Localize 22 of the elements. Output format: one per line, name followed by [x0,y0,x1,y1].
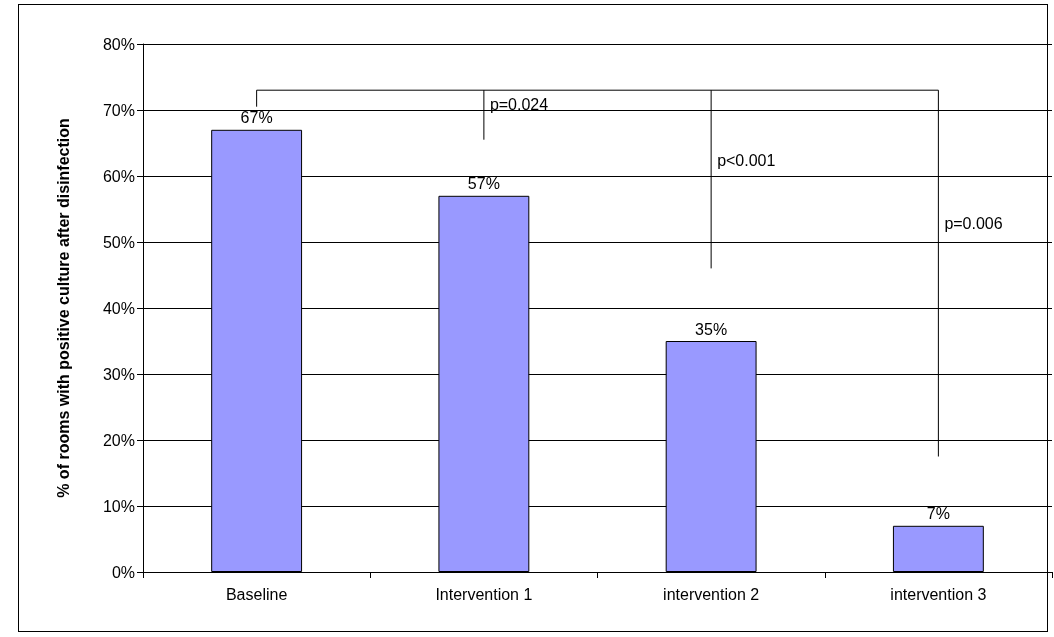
bar [892,525,984,572]
data-label: 57% [467,175,500,193]
y-tick-label: 20% [102,431,135,449]
y-tick-label: 50% [102,233,135,251]
y-tick-label: 0% [111,563,135,581]
y-tick-label: 70% [102,101,135,119]
y-tick-label: 10% [102,497,135,515]
annotation: p=0.024 [489,96,549,114]
y-tick-label: 80% [102,35,135,53]
x-tick-label: intervention 3 [890,585,987,603]
data-label: 7% [926,505,950,523]
y-axis-title: % of rooms with positive culture after disinfection [54,118,72,498]
annotation: p<0.001 [717,152,776,170]
y-tick-label: 30% [102,365,135,383]
annotation: p=0.006 [944,215,1003,232]
x-tick-label: Intervention 1 [435,585,533,603]
x-tick-label: Baseline [225,585,288,603]
data-label: 67% [240,109,273,127]
data-label: 35% [695,320,728,338]
y-tick-label: 40% [102,299,135,317]
y-tick-label: 60% [102,167,135,185]
x-tick-label: intervention 2 [663,585,760,603]
